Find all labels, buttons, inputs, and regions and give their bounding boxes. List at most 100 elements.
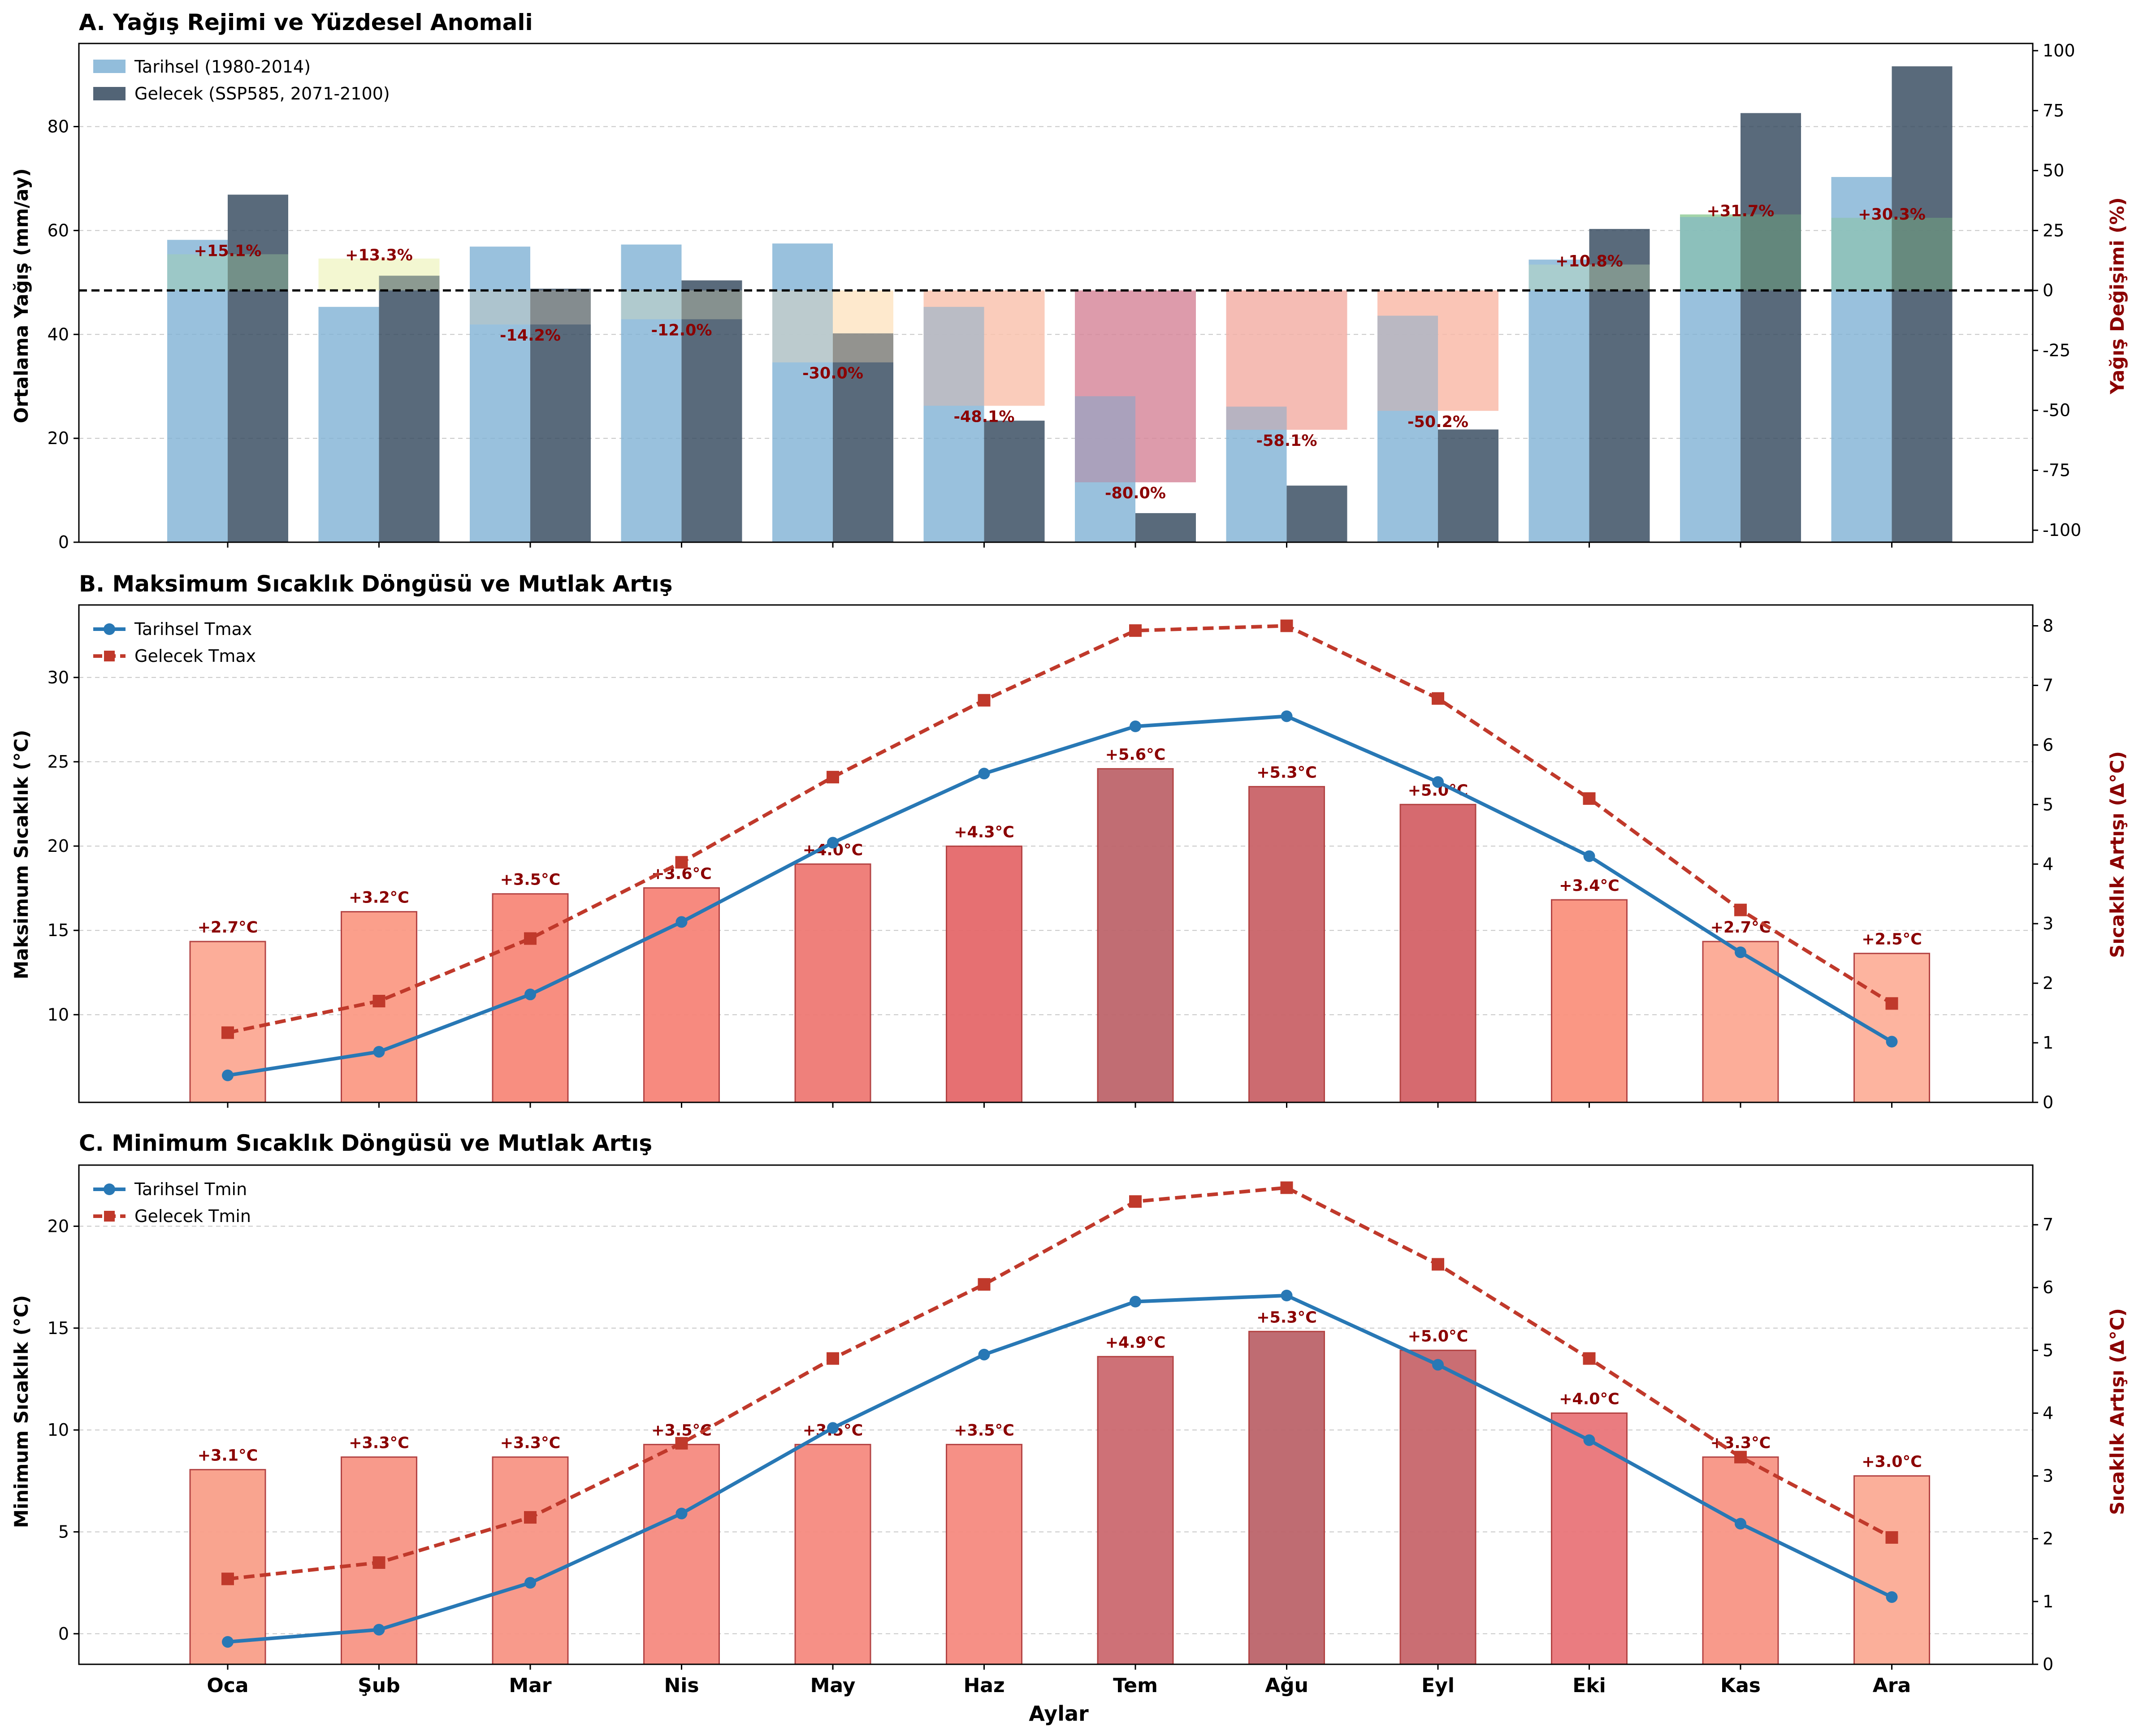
bar-future xyxy=(1438,429,1498,542)
y-right-tick-label: 0 xyxy=(2043,1654,2053,1674)
legend-label-historical: Tarihsel Tmin xyxy=(134,1179,247,1199)
anomaly-label: +30.3% xyxy=(1858,206,1926,224)
point-future xyxy=(372,1556,385,1569)
panel-b-ylabel-right: Sıcaklık Artışı (Δ°C) xyxy=(2106,751,2128,958)
bar-historical xyxy=(1831,177,1892,543)
delta-bar xyxy=(1248,1330,1325,1665)
plot-frame xyxy=(78,1164,2034,1665)
delta-label: +5.3°C xyxy=(1256,1308,1317,1326)
panel-b-ticks: 10 15 20 25 30 0 1 2 3 4 5 6 7 8 xyxy=(48,604,2053,1112)
y-right-tick-label: 6 xyxy=(2043,735,2053,755)
point-future xyxy=(524,1511,537,1524)
point-future xyxy=(221,1572,234,1585)
delta-bar xyxy=(1097,1356,1174,1665)
anomaly-label: -50.2% xyxy=(1407,413,1468,431)
anomaly-label: -80.0% xyxy=(1105,484,1166,502)
y-right-tick-label: 0 xyxy=(2043,1093,2053,1112)
point-historical xyxy=(675,1507,688,1520)
delta-label: +5.6°C xyxy=(1105,746,1166,764)
point-future xyxy=(1432,1258,1444,1271)
point-future xyxy=(827,1352,839,1365)
panel-a-ylabel-right: Yağış Değişimi (%) xyxy=(2106,197,2128,394)
panel-b-tmax: B. Maksimum Sıcaklık Döngüsü ve Mutlak A… xyxy=(10,571,2128,1112)
anomaly-bar-overlay xyxy=(1075,290,1196,483)
y-right-tick-label: 3 xyxy=(2043,914,2053,933)
point-historical xyxy=(1130,1296,1141,1308)
legend-label-future: Gelecek Tmax xyxy=(134,646,256,666)
delta-label: +3.5°C xyxy=(500,871,561,889)
line-future xyxy=(227,624,1893,1035)
y-tick-label: 25 xyxy=(48,752,69,772)
y-tick-label: 15 xyxy=(48,1318,69,1338)
y-tick-label: 15 xyxy=(48,920,69,940)
y-tick-label: 10 xyxy=(48,1005,69,1024)
x-tick-label: Mar xyxy=(509,1674,551,1697)
anomaly-bar-overlay xyxy=(470,290,591,325)
bar-future xyxy=(1286,485,1347,542)
bar-future xyxy=(833,333,893,542)
point-historical xyxy=(1583,850,1595,862)
y-right-tick-label: 7 xyxy=(2043,675,2053,695)
point-historical xyxy=(524,989,536,1001)
y-right-tick-label: 4 xyxy=(2043,1403,2053,1423)
x-tick-label: May xyxy=(810,1674,856,1697)
panel-c-ylabel: Minimum Sıcaklık (°C) xyxy=(10,1295,32,1528)
delta-bar xyxy=(643,1444,720,1665)
panel-a-precipitation: A. Yağış Rejimi ve Yüzdesel Anomali Orta… xyxy=(10,9,2128,552)
y-right-tick-label: 6 xyxy=(2043,1278,2053,1297)
delta-label: +3.4°C xyxy=(1559,877,1619,895)
point-future xyxy=(1583,792,1596,805)
bar-historical xyxy=(1528,259,1589,542)
bar-historical xyxy=(923,307,984,542)
panel-b-delta-bars xyxy=(189,768,1930,1103)
y-right-tick-label: 1 xyxy=(2043,1033,2053,1053)
point-future xyxy=(1432,692,1444,705)
y-right-tick-label: 1 xyxy=(2043,1592,2053,1611)
point-historical xyxy=(1432,776,1444,788)
y-right-tick-label: -75 xyxy=(2043,460,2070,480)
y-right-tick-label: 100 xyxy=(2043,41,2075,60)
delta-bar xyxy=(492,1456,569,1665)
anomaly-bar-overlay xyxy=(772,290,893,363)
y-right-tick-label: 75 xyxy=(2043,101,2064,121)
bar-future xyxy=(228,194,288,542)
x-tick-label: Tem xyxy=(1113,1674,1158,1697)
point-future xyxy=(524,932,537,945)
point-historical xyxy=(1583,1434,1595,1446)
panel-a-legend: Tarihsel (1980-2014) Gelecek (SSP585, 20… xyxy=(93,57,390,104)
y-tick-label: 30 xyxy=(48,668,69,687)
point-future xyxy=(1129,1195,1142,1208)
anomaly-label: -12.0% xyxy=(651,321,712,339)
anomaly-label: +13.3% xyxy=(345,246,413,264)
plot-frame xyxy=(78,604,2034,1103)
delta-label: +5.0°C xyxy=(1408,1327,1468,1345)
bar-historical xyxy=(1377,315,1438,542)
delta-label: +2.5°C xyxy=(1862,931,1922,949)
point-future xyxy=(827,771,839,784)
y-right-tick-label: 2 xyxy=(2043,973,2053,993)
anomaly-label: +31.7% xyxy=(1707,203,1775,220)
legend-marker-future xyxy=(104,1211,115,1222)
anomaly-bar xyxy=(1226,290,1347,430)
legend-label-future: Gelecek (SSP585, 2071-2100) xyxy=(134,84,390,104)
legend-marker-historical xyxy=(104,1183,115,1195)
panel-a-overlay xyxy=(79,214,2033,483)
anomaly-bar-overlay xyxy=(167,254,288,291)
point-future xyxy=(675,856,688,869)
bar-future xyxy=(530,289,591,542)
anomaly-bar-overlay xyxy=(1831,218,1953,291)
bar-historical xyxy=(772,243,833,542)
bar-historical xyxy=(1226,406,1287,542)
anomaly-label: -14.2% xyxy=(500,327,561,345)
x-tick-label: Oca xyxy=(207,1674,248,1697)
bar-future xyxy=(1892,66,1953,543)
legend-marker-future xyxy=(104,651,115,661)
delta-bar xyxy=(1399,803,1477,1103)
panel-c-lines xyxy=(221,1181,1898,1648)
y-right-tick-label: -100 xyxy=(2043,520,2081,540)
y-tick-label: 60 xyxy=(48,220,69,240)
anomaly-label: +15.1% xyxy=(194,242,262,260)
panel-a-ticks: 0 20 40 60 80 -100 -75 -50 -25 0 25 50 75 100 xyxy=(48,41,2082,552)
panel-a-anomaly-labels: +15.1% +13.3% -14.2% -12.0% -30.0% -48.1% -80.… xyxy=(194,203,1926,503)
delta-bar xyxy=(1702,941,1779,1103)
